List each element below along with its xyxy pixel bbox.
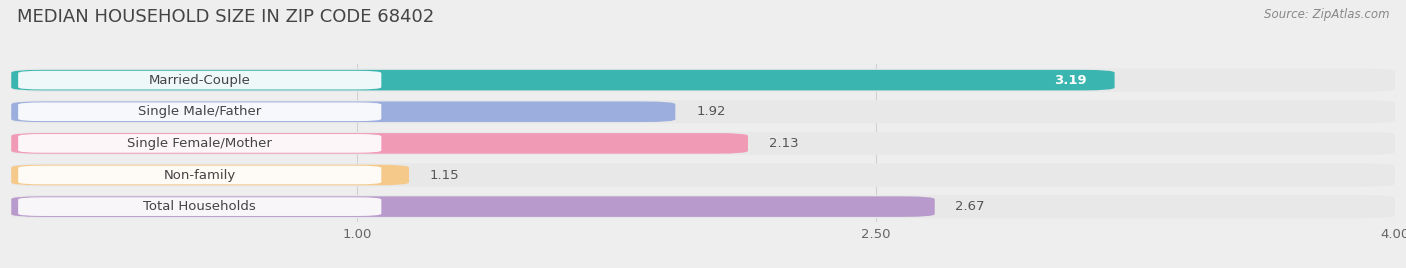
FancyBboxPatch shape [11,196,935,217]
Text: 1.15: 1.15 [430,169,460,181]
Text: Total Households: Total Households [143,200,256,213]
FancyBboxPatch shape [11,195,1395,218]
FancyBboxPatch shape [11,102,675,122]
FancyBboxPatch shape [11,165,409,185]
FancyBboxPatch shape [18,197,381,216]
Text: Source: ZipAtlas.com: Source: ZipAtlas.com [1264,8,1389,21]
FancyBboxPatch shape [11,100,1395,123]
Text: 1.92: 1.92 [696,105,725,118]
Text: 3.19: 3.19 [1054,74,1087,87]
FancyBboxPatch shape [11,132,1395,155]
Text: Non-family: Non-family [163,169,236,181]
Text: MEDIAN HOUSEHOLD SIZE IN ZIP CODE 68402: MEDIAN HOUSEHOLD SIZE IN ZIP CODE 68402 [17,8,434,26]
FancyBboxPatch shape [11,163,1395,187]
FancyBboxPatch shape [18,102,381,121]
FancyBboxPatch shape [11,133,748,154]
FancyBboxPatch shape [18,71,381,90]
Text: Married-Couple: Married-Couple [149,74,250,87]
Text: 2.67: 2.67 [956,200,986,213]
Text: Single Female/Mother: Single Female/Mother [128,137,273,150]
FancyBboxPatch shape [18,166,381,184]
Text: 2.13: 2.13 [769,137,799,150]
FancyBboxPatch shape [11,69,1395,92]
Text: Single Male/Father: Single Male/Father [138,105,262,118]
FancyBboxPatch shape [11,70,1115,90]
FancyBboxPatch shape [18,134,381,153]
